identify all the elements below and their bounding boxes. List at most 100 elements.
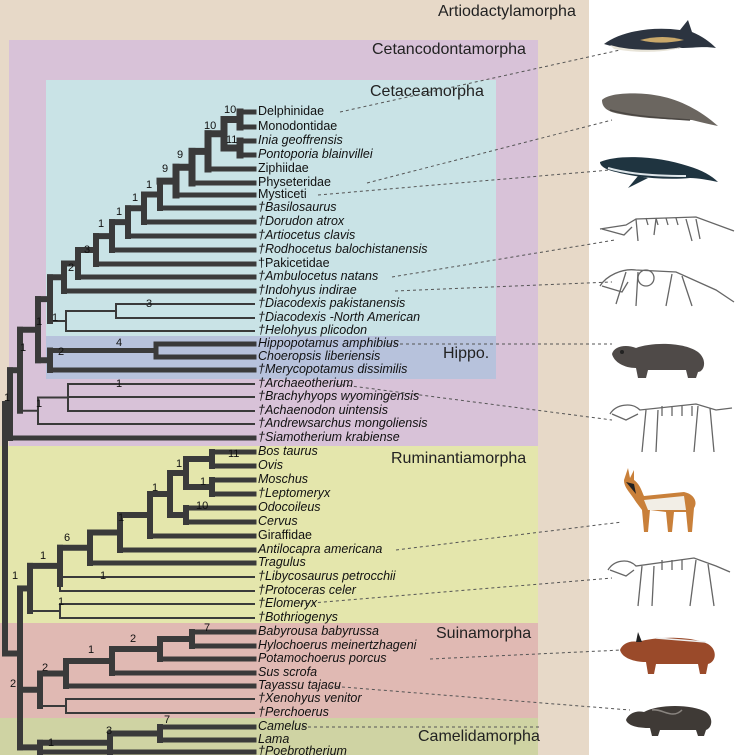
taxon-label: Tayassu tajacu [258, 678, 341, 692]
node-support-label: 1 [132, 192, 139, 204]
taxon-label: †Rodhocetus balochistanensis [258, 242, 428, 256]
node-support-label: 1 [36, 398, 43, 410]
taxon-label: Sus scrofa [258, 665, 318, 679]
taxon-label: Lama [258, 732, 290, 746]
node-support-label: 4 [116, 337, 123, 349]
leader-line [391, 239, 616, 278]
dolphin-icon [604, 20, 716, 52]
node-support-label: 1 [52, 312, 59, 324]
node-support-label: 2 [130, 633, 137, 645]
taxon-label: †Diacodexis -North American [258, 310, 421, 324]
archaeotherium-skeleton-icon [609, 403, 733, 453]
node-support-label: 1 [100, 570, 107, 582]
taxon-label: †Brachyhyops wyomingensis [258, 389, 420, 403]
taxon-label: †Ambulocetus natans [258, 269, 379, 283]
leader-line [429, 649, 623, 660]
node-support-label: 1 [176, 458, 183, 470]
taxon-label: Hylochoerus meinertzhageni [258, 638, 417, 652]
node-support-label: 3 [106, 725, 113, 737]
leader-line [317, 169, 611, 196]
node-support-label: 7 [204, 622, 211, 634]
title-camelidamorpha: Camelidamorpha [418, 728, 540, 745]
taxon-label: Ovis [258, 458, 283, 472]
taxon-label: †Diacodexis pakistanensis [258, 296, 406, 310]
taxon-label: †Andrewsarchus mongoliensis [258, 416, 428, 430]
node-support-label: 1 [58, 596, 65, 608]
node-support-label: 1 [116, 206, 123, 218]
taxon-label: †Dorudon atrox [258, 214, 345, 228]
node-support-label: 1 [20, 342, 27, 354]
node-support-label: 3 [146, 298, 153, 310]
node-support-label: 3 [84, 244, 91, 256]
title-suinamorpha: Suinamorpha [436, 625, 532, 642]
region-suinamorpha [0, 623, 538, 718]
node-support-label: 1 [200, 476, 207, 488]
taxon-label: †Elomeryx [258, 596, 318, 610]
taxon-label: Tragulus [258, 555, 306, 569]
node-support-label: 1 [98, 218, 105, 230]
taxon-label: Physeteridae [258, 175, 331, 189]
taxon-label: Cervus [258, 514, 298, 528]
taxon-label: Potamochoerus porcus [258, 651, 387, 665]
indohyus-skeleton-icon [599, 269, 735, 307]
ambulocetus-skeleton-icon [599, 216, 735, 242]
leader-line [329, 685, 631, 711]
node-support-label: 2 [10, 678, 17, 690]
node-support-label: 1 [12, 570, 19, 582]
taxon-label: Giraffidae [258, 528, 312, 542]
hippo-icon [612, 343, 705, 378]
taxon-label: †Achaenodon uintensis [258, 403, 388, 417]
taxon-label: †Bothriogenys [258, 610, 338, 624]
taxon-label: †Xenohyus venitor [258, 691, 362, 705]
humpback-whale-icon [600, 157, 718, 188]
taxon-label: †Helohyus plicodon [258, 323, 368, 337]
taxon-label: Delphinidae [258, 104, 325, 118]
region-camelidamorpha [0, 718, 538, 755]
node-support-label: 9 [177, 149, 184, 161]
taxon-label: †Poebrotherium [258, 744, 347, 755]
sperm-whale-icon [602, 93, 718, 126]
taxon-label: Odocoileus [258, 500, 321, 514]
taxon-label: †Leptomeryx [258, 486, 331, 500]
node-support-label: 2 [42, 662, 49, 674]
title-ruminantiamorpha: Ruminantiamorpha [391, 450, 527, 467]
taxon-label: †Pakicetidae [258, 256, 330, 270]
node-support-label: 11 [228, 448, 240, 460]
node-support-label: 1 [146, 179, 153, 191]
title-hippo: Hippo. [443, 345, 490, 362]
taxon-label: †Merycopotamus dissimilis [258, 362, 408, 376]
node-support-label: 2 [68, 262, 75, 274]
leader-line [335, 383, 613, 421]
node-support-label: 1 [116, 378, 123, 390]
taxon-label: Ziphiidae [258, 161, 309, 175]
node-support-label: 10 [196, 500, 209, 512]
node-support-label: 10 [224, 104, 237, 116]
taxon-label: Hippopotamus amphibius [258, 336, 400, 350]
title-artiodactylamorpha: Artiodactylamorpha [438, 3, 576, 20]
taxon-label: Choeropsis liberiensis [258, 349, 381, 363]
leader-line [394, 281, 613, 292]
node-support-label: 1 [118, 512, 125, 524]
red-river-hog-icon [620, 632, 715, 674]
peccary-icon [626, 706, 712, 736]
node-support-label: 10 [204, 120, 217, 132]
taxon-label: Bos taurus [258, 444, 318, 458]
leader-line [366, 119, 613, 184]
node-support-label: 7 [164, 714, 171, 726]
leader-line [299, 577, 613, 605]
node-support-label: 1 [48, 737, 55, 749]
node-support-label: 9 [162, 163, 169, 175]
taxon-label: †Perchoerus [258, 705, 329, 719]
node-support-label: 1 [40, 550, 47, 562]
title-cetancodontamorpha: Cetancodontamorpha [372, 41, 526, 58]
leader-line [339, 49, 621, 113]
taxon-label: †Archaeotherium [258, 376, 354, 390]
node-support-label: 1 [88, 644, 95, 656]
node-support-label: 1 [36, 316, 43, 328]
node-support-label: 1 [4, 392, 11, 404]
pronghorn-icon [624, 468, 696, 532]
title-cetaceamorpha: Cetaceamorpha [370, 83, 484, 100]
node-support-label: 6 [64, 532, 71, 544]
node-support-label: 1 [152, 482, 159, 494]
